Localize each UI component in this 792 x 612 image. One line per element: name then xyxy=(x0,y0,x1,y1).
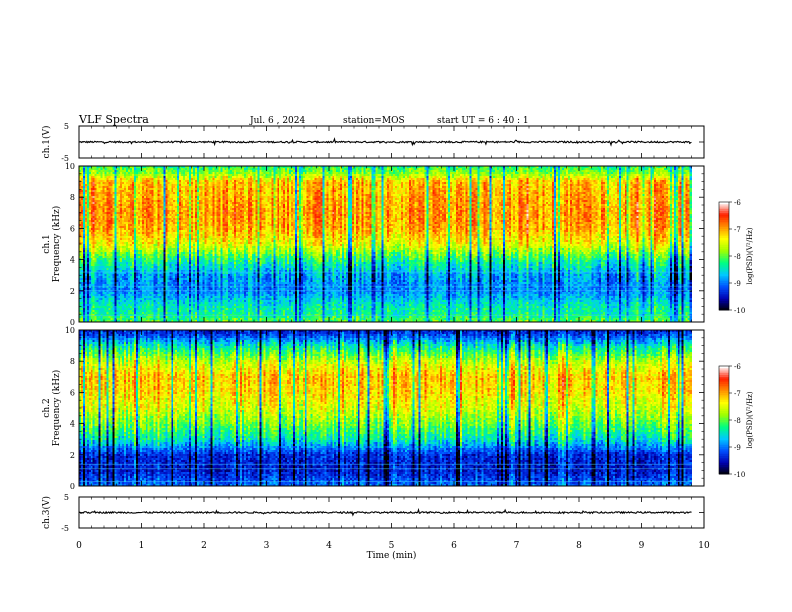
ch1-waveform: 5-5ch.1(V) xyxy=(41,122,704,163)
colorbar-tick-label: -10 xyxy=(734,307,745,315)
colorbar-tick-label: -6 xyxy=(734,363,741,371)
start-time-label: start UT = 6 : 40 : 1 xyxy=(437,116,529,126)
date-label: Jul. 6 , 2024 xyxy=(249,116,305,126)
colorbar-tick-label: -8 xyxy=(734,253,741,261)
x-tick-label: 0 xyxy=(76,541,82,551)
x-tick-label: 5 xyxy=(389,541,395,551)
y-tick-label: 4 xyxy=(70,256,75,265)
ch3-waveform-trace xyxy=(79,510,692,515)
y-tick-label: 2 xyxy=(70,451,75,460)
y-tick-label: 8 xyxy=(70,193,75,202)
colorbar-tick-label: -7 xyxy=(734,226,741,234)
ch1-spectrogram-channel-label: ch.1 xyxy=(42,234,52,253)
x-tick-label: 10 xyxy=(698,541,710,551)
y-tick-label: 5 xyxy=(64,493,69,502)
ch2-spectrogram-cells xyxy=(79,330,692,486)
figure-title: VLF Spectra xyxy=(78,113,149,126)
y-tick-label: 8 xyxy=(70,357,75,366)
ch3-waveform-ylabel: ch.3(V) xyxy=(41,496,52,529)
x-tick-label: 1 xyxy=(139,541,145,551)
ch1-waveform-trace xyxy=(79,139,692,145)
y-tick-label: 6 xyxy=(70,388,75,397)
ch1-waveform-ylabel: ch.1(V) xyxy=(41,126,52,159)
colorbar-tick-label: -7 xyxy=(734,390,741,398)
ch3-waveform: 5 -5 0 1 2 3 4 5 6 7 8 9 10 ch.3(V) xyxy=(41,493,710,551)
colorbar-tick-label: -6 xyxy=(734,199,741,207)
ch1-spectrogram-colorbar-label: log(PSD)(V²/Hz) xyxy=(746,227,754,284)
x-tick-label: 8 xyxy=(576,541,582,551)
x-tick-label: 3 xyxy=(264,541,270,551)
x-tick-label: 2 xyxy=(201,541,207,551)
y-tick-label: 2 xyxy=(70,287,75,296)
vlf-spectra-figure: VLF Spectra Jul. 6 , 2024 station=MOS start… xyxy=(0,0,792,612)
ch2-spectrogram-channel-label: ch.2 xyxy=(42,398,52,417)
ch2-spectrogram: 0 2 4 6 8 10 ch.2 Frequency (kHz) -6 -7 -8 -9 -10 log… xyxy=(42,326,754,491)
y-tick-label: 0 xyxy=(70,482,75,491)
x-tick-label: 9 xyxy=(639,541,645,551)
x-tick-label: 6 xyxy=(451,541,457,551)
colorbar-tick-label: -9 xyxy=(734,444,741,452)
y-tick-label: -5 xyxy=(61,524,69,533)
x-axis-label: Time (min) xyxy=(367,550,417,561)
colorbar-tick-label: -10 xyxy=(734,471,745,479)
ch1-spectrogram-ylabel: Frequency (kHz) xyxy=(51,206,62,283)
x-tick-label: 4 xyxy=(326,541,332,551)
y-tick-label: 10 xyxy=(65,326,75,335)
ch1-spectrogram-cells xyxy=(79,166,692,322)
ch2-spectrogram-colorbar-label: log(PSD)(V²/Hz) xyxy=(746,391,754,448)
colorbar-tick-label: -9 xyxy=(734,280,741,288)
y-tick-label: 4 xyxy=(70,420,75,429)
x-tick-label: 7 xyxy=(514,541,520,551)
ch2-spectrogram-ylabel: Frequency (kHz) xyxy=(51,370,62,447)
station-label: station=MOS xyxy=(343,116,405,126)
ch1-spectrogram-colorbar: -6 -7 -8 -9 -10 log(PSD)(V²/Hz) xyxy=(719,199,754,315)
y-tick-label: 10 xyxy=(65,162,75,171)
colorbar-tick-label: -8 xyxy=(734,417,741,425)
y-tick-label: 5 xyxy=(64,122,69,131)
ch2-spectrogram-colorbar: -6 -7 -8 -9 -10 log(PSD)(V²/Hz) xyxy=(719,363,754,479)
y-tick-label: 6 xyxy=(70,224,75,233)
